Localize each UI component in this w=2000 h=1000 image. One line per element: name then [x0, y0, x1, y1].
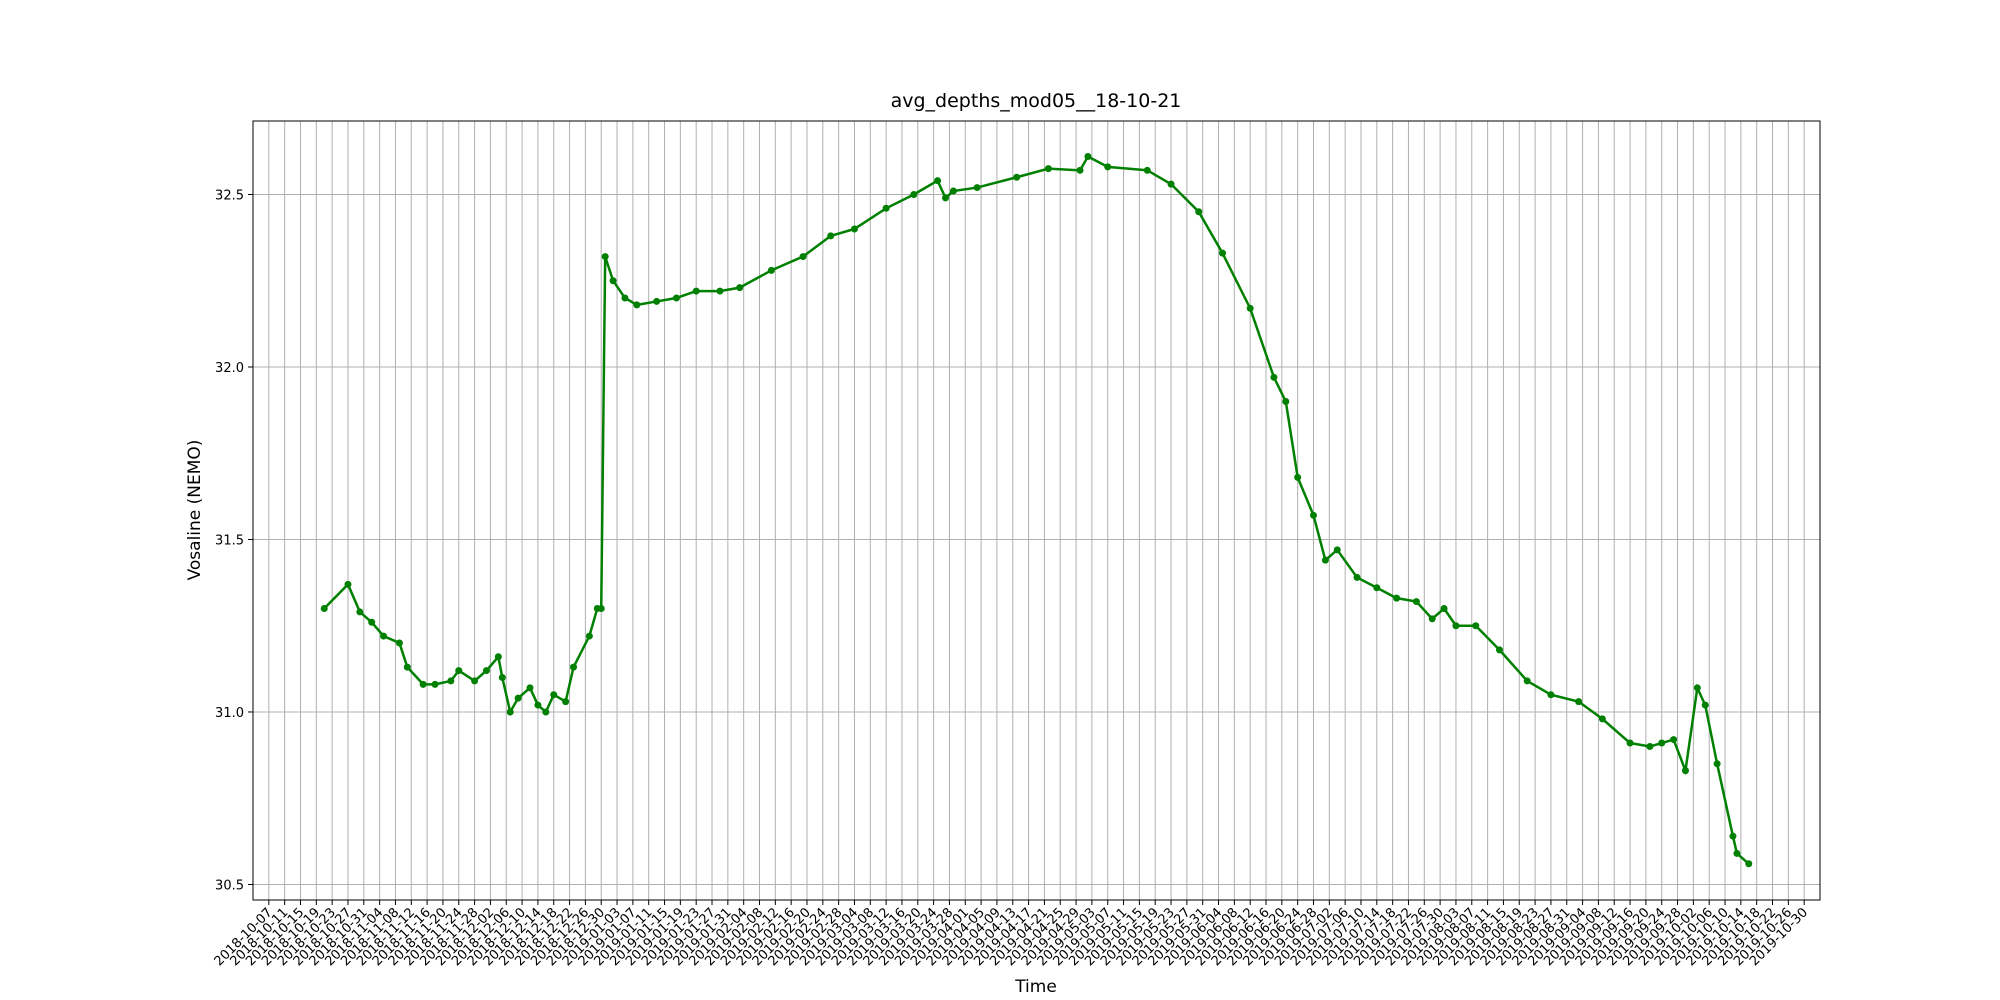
data-point [380, 632, 388, 640]
data-point [672, 294, 680, 302]
data-point [1646, 742, 1654, 750]
data-point [1294, 473, 1302, 481]
data-point [1598, 715, 1606, 723]
y-tick-label: 31.5 [215, 533, 244, 548]
y-tick-label: 30.5 [215, 878, 244, 893]
data-point [506, 708, 514, 716]
data-point [692, 287, 700, 295]
data-point [482, 667, 490, 675]
y-tick-label: 31.0 [215, 706, 244, 721]
data-point [1658, 739, 1666, 747]
data-point [368, 618, 376, 626]
data-point [1452, 622, 1460, 630]
data-point [447, 677, 455, 685]
data-point [653, 297, 661, 305]
data-point [736, 284, 744, 292]
data-point [1547, 691, 1555, 699]
data-point [514, 694, 522, 702]
data-point [949, 187, 957, 195]
data-point [882, 204, 890, 212]
data-point [344, 580, 352, 588]
data-point [1495, 646, 1503, 654]
data-point [562, 698, 570, 706]
data-point [597, 604, 605, 612]
data-point [1195, 208, 1203, 216]
data-point [934, 177, 942, 185]
data-point [601, 253, 609, 261]
data-point [1626, 739, 1634, 747]
data-point [455, 667, 463, 675]
data-point [1013, 173, 1021, 181]
data-point [1104, 163, 1112, 171]
data-point [1428, 615, 1436, 623]
data-point [1393, 594, 1401, 602]
data-point [1084, 153, 1092, 161]
data-point [1246, 304, 1254, 312]
data-point [767, 266, 775, 274]
data-point [799, 253, 807, 261]
data-point [1412, 598, 1420, 606]
y-axis-label: Vosaline (NEMO) [185, 440, 205, 581]
data-point [1729, 832, 1737, 840]
data-point [356, 608, 364, 616]
data-point [716, 287, 724, 295]
data-point [941, 194, 949, 202]
data-point [1333, 546, 1341, 554]
data-point [633, 301, 641, 309]
data-point [395, 639, 403, 647]
data-point [585, 632, 593, 640]
data-point [850, 225, 858, 233]
data-point [320, 604, 328, 612]
data-point [1701, 701, 1709, 709]
data-point [431, 680, 439, 688]
data-point [1282, 397, 1290, 405]
data-point [1472, 622, 1480, 630]
plot-frame [252, 120, 1821, 901]
y-tick-label: 32.5 [215, 188, 244, 203]
data-point [1218, 249, 1226, 257]
data-point [498, 673, 506, 681]
data-point [471, 677, 479, 685]
data-point [1523, 677, 1531, 685]
data-point [1373, 584, 1381, 592]
data-point [550, 691, 558, 699]
data-point [1733, 849, 1741, 857]
data-point [542, 708, 550, 716]
data-point [1309, 511, 1317, 519]
data-point [534, 701, 542, 709]
data-point [1440, 604, 1448, 612]
data-point [1044, 165, 1052, 173]
data-point [526, 684, 534, 692]
data-point [403, 663, 411, 671]
data-point [1076, 166, 1084, 174]
data-point [1575, 698, 1583, 706]
data-point [1713, 760, 1721, 768]
data-point [1270, 373, 1278, 381]
chart-title: avg_depths_mod05__18-10-21 [891, 90, 1182, 112]
data-point [827, 232, 835, 240]
data-point [570, 663, 578, 671]
data-point [1167, 180, 1175, 188]
x-axis-label: Time [1014, 977, 1057, 997]
data-point [1670, 736, 1678, 744]
data-point [621, 294, 629, 302]
data-point [1681, 767, 1689, 775]
data-point [494, 653, 502, 661]
data-point [910, 190, 918, 198]
data-point [609, 277, 617, 285]
y-tick-label: 32.0 [215, 361, 244, 376]
data-point [1321, 556, 1329, 564]
data-point [1745, 860, 1753, 868]
data-point [973, 184, 981, 192]
data-point [419, 680, 427, 688]
data-point [1693, 684, 1701, 692]
data-point [1143, 166, 1151, 174]
data-point [1353, 573, 1361, 581]
